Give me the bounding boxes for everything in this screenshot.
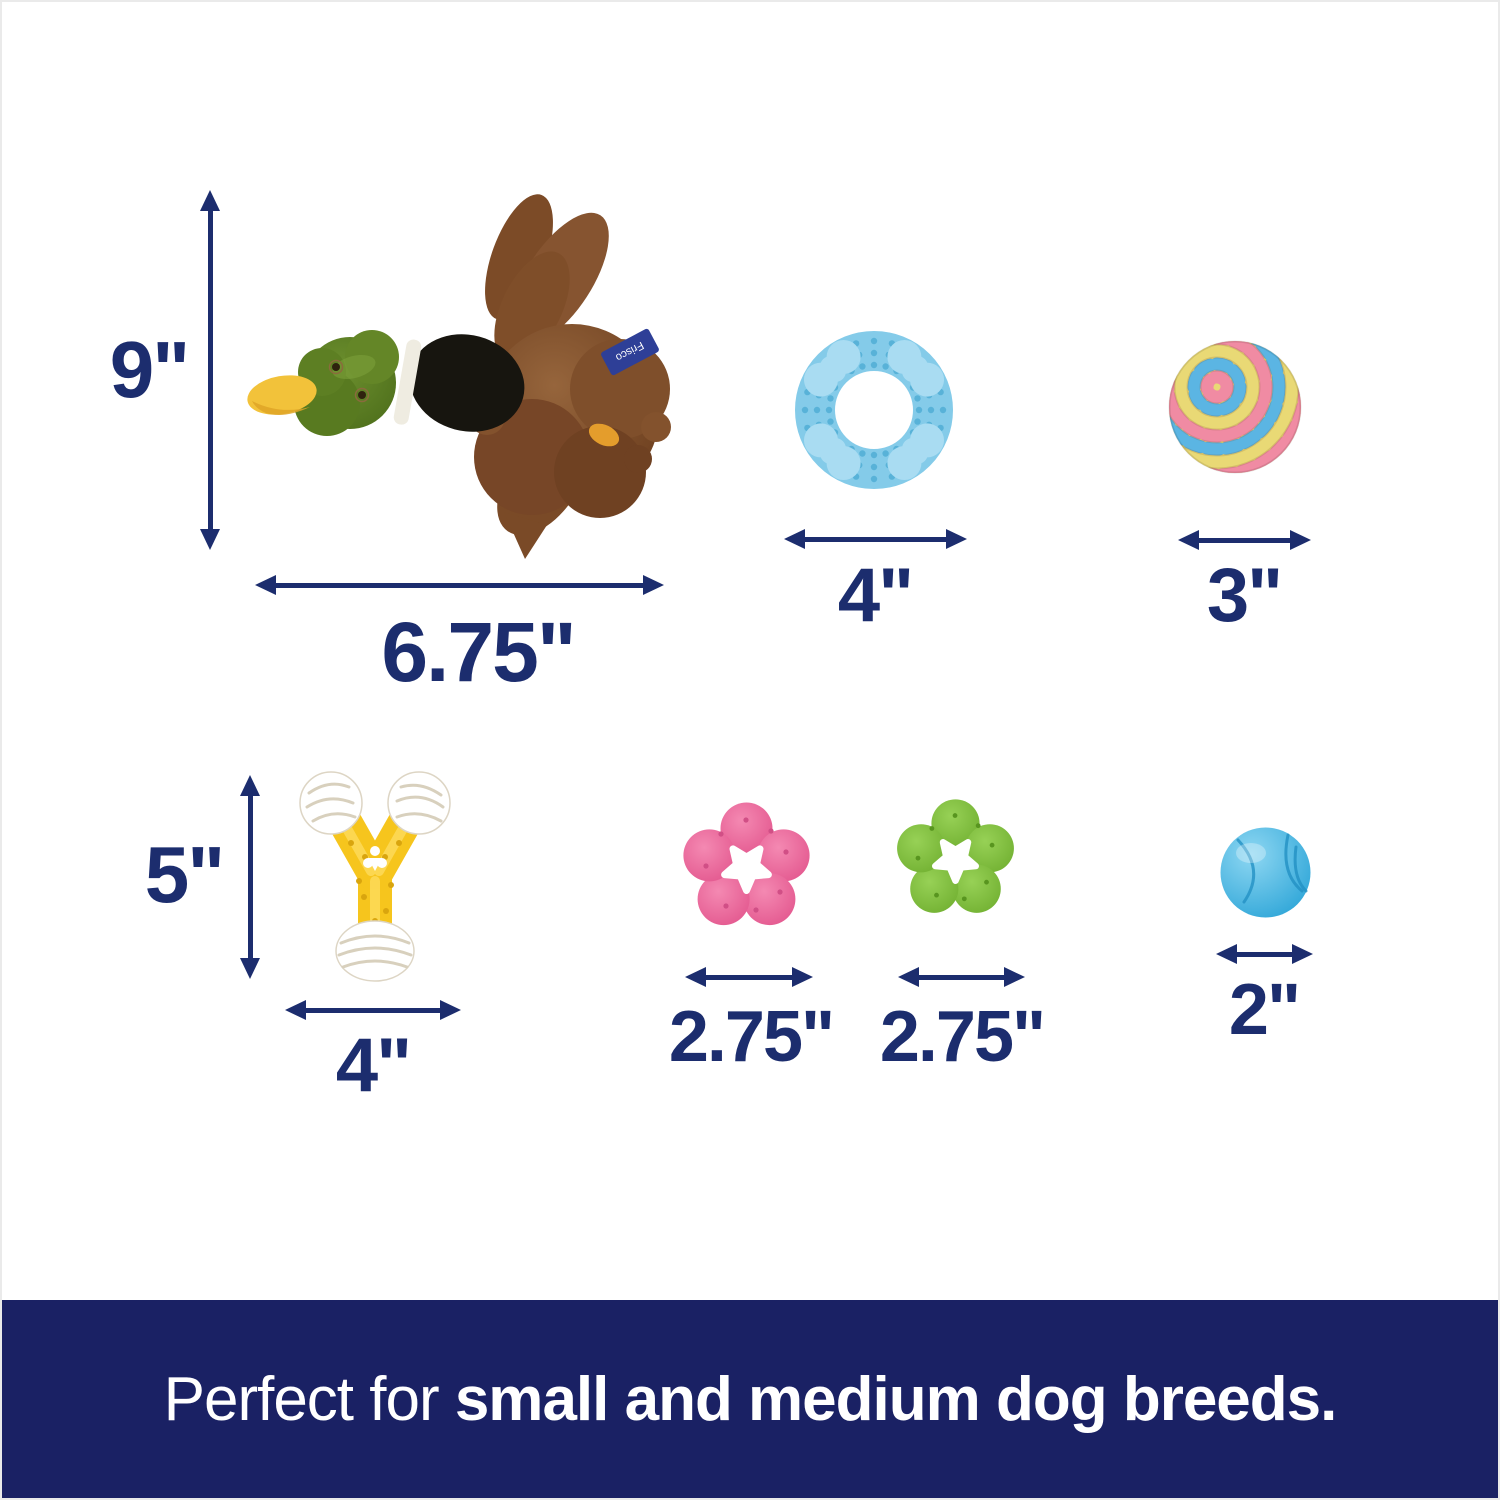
blue-ring-width-label: 4" bbox=[837, 553, 914, 638]
bottom-banner: Perfect for small and medium dog breeds. bbox=[2, 1300, 1498, 1498]
blue-ball-width-label: 2" bbox=[1228, 970, 1301, 1050]
y-bone-height-arrow bbox=[238, 775, 262, 979]
duck-height-arrow bbox=[198, 190, 222, 550]
y-bone-toy-image bbox=[299, 771, 451, 982]
blue-ball-toy-image bbox=[1220, 827, 1311, 918]
green-ring-width-label: 2.75" bbox=[879, 997, 1046, 1077]
blue-ball-width-arrow bbox=[1216, 942, 1313, 966]
duck-width-label: 6.75" bbox=[381, 605, 576, 699]
green-ring-width-arrow bbox=[898, 965, 1025, 989]
y-bone-center-emblem bbox=[363, 846, 387, 871]
pink-ring-toy-image bbox=[683, 802, 810, 926]
y-bone-height-label: 5" bbox=[144, 830, 225, 919]
pink-ring-width-label: 2.75" bbox=[668, 997, 835, 1077]
duck-width-arrow bbox=[255, 573, 664, 597]
blue-ring-toy-image bbox=[795, 331, 953, 489]
duck-toy-image: Frisco bbox=[247, 194, 671, 559]
pink-ring-width-arrow bbox=[685, 965, 813, 989]
rope-ball-width-label: 3" bbox=[1206, 553, 1283, 638]
y-bone-width-label: 4" bbox=[335, 1023, 412, 1108]
blue-ring-width-arrow bbox=[784, 527, 967, 551]
y-bone-width-arrow bbox=[285, 998, 461, 1022]
banner-text-bold: small and medium dog breeds. bbox=[454, 1364, 1338, 1434]
banner-text-regular: Perfect for bbox=[163, 1364, 455, 1434]
rope-ball-width-arrow bbox=[1178, 528, 1311, 552]
duck-height-label: 9" bbox=[109, 325, 190, 414]
green-ring-toy-image bbox=[897, 799, 1014, 913]
banner-text: Perfect for small and medium dog breeds. bbox=[163, 1364, 1338, 1435]
rope-ball-toy-image bbox=[1168, 340, 1302, 474]
